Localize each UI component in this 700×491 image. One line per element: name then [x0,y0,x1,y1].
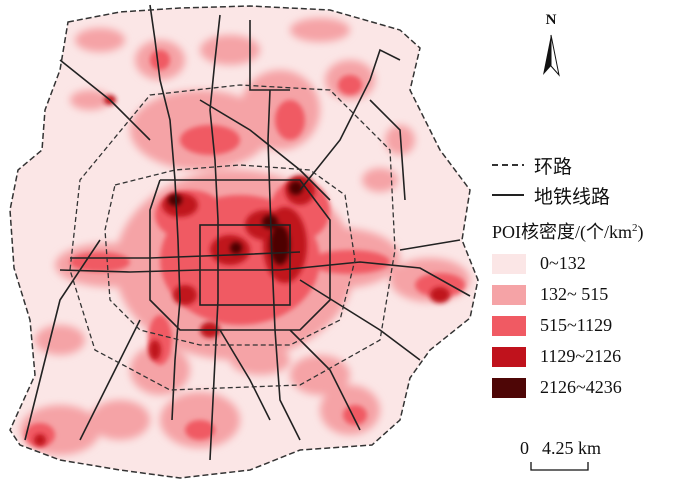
legend-class-row: 132~ 515 [492,279,698,310]
metro-lines [24,4,471,461]
legend-class-label: 515~1129 [540,315,613,335]
legend-class-label: 132~ 515 [540,284,609,304]
legend-title: POI核密度/(个/km2) [492,222,644,242]
legend-class-swatch [492,377,526,398]
scale-distance-label: 4.25 km [542,438,602,458]
legend-class-swatch [492,253,526,274]
north-label: N [545,12,557,28]
outer-ring-road [9,5,479,479]
scale-bar: 0 4.25 km [520,438,680,478]
legend-class-swatch [492,315,526,336]
legend-ring-road: 环路 [492,150,698,180]
dashed-line-icon [492,164,524,166]
scale-bar-icon [530,462,589,471]
legend-class-swatch [492,346,526,367]
north-arrow-icon [543,34,560,77]
legend-class-list: 0~132 132~ 515 515~1129 1129~2126 2126~4236 [492,248,698,403]
legend-class-row: 2126~4236 [492,372,698,403]
legend-metro-label: 地铁线路 [534,186,611,208]
legend-class-swatch [492,284,526,305]
solid-line-icon [492,194,524,196]
scale-zero-label: 0 [520,438,529,458]
legend-metro: 地铁线路 [492,180,698,210]
legend-class-row: 0~132 [492,248,698,279]
legend-class-label: 2126~4236 [540,377,622,397]
inner-ring-roads [69,84,396,391]
legend-class-label: 0~132 [540,253,586,273]
north-arrow: N [536,12,566,82]
legend: 环路 地铁线路 POI核密度/(个/km2) 0~132 132~ 515 515~… [492,150,698,403]
legend-ring-road-label: 环路 [534,156,573,178]
legend-class-label: 1129~2126 [540,346,622,366]
legend-class-row: 515~1129 [492,310,698,341]
legend-class-row: 1129~2126 [492,341,698,372]
